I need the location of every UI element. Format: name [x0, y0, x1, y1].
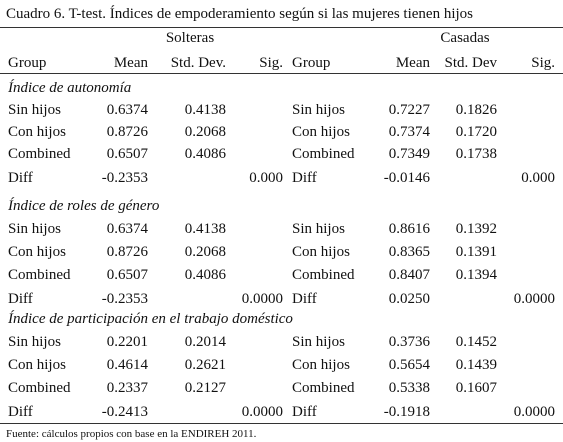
row-group: Combined [292, 380, 355, 396]
mean-cell: 0.2201 [106, 334, 148, 350]
sd-cell: 0.2068 [184, 244, 226, 260]
mean-cell: 0.8365 [388, 244, 430, 260]
row-group: Sin hijos [292, 102, 345, 118]
bottom-rule [0, 423, 563, 424]
row-group: Con hijos [8, 357, 66, 373]
row-group: Sin hijos [8, 334, 61, 350]
diff-group: Diff [292, 291, 317, 307]
column-header: Group [292, 55, 331, 71]
sd-cell: 0.1452 [455, 334, 497, 350]
sd-cell: 0.2127 [184, 380, 226, 396]
row-group: Con hijos [292, 244, 350, 260]
mean-cell: 0.6507 [106, 267, 148, 283]
mean-cell: 0.6507 [106, 146, 148, 162]
mean-cell: 0.6374 [106, 221, 148, 237]
diff-group: Diff [8, 291, 33, 307]
row-group: Combined [8, 146, 71, 162]
mean-cell: 0.4614 [106, 357, 148, 373]
sd-cell: 0.1391 [455, 244, 497, 260]
sig-cell: 0.0000 [513, 291, 555, 307]
sd-cell: 0.4138 [184, 102, 226, 118]
footnote: Fuente: cálculos propios con base en la … [6, 428, 257, 440]
row-group: Combined [8, 380, 71, 396]
mean-cell: 0.8616 [388, 221, 430, 237]
diff-mean: -0.2353 [101, 170, 148, 186]
sd-cell: 0.1394 [455, 267, 497, 283]
sd-cell: 0.1738 [455, 146, 497, 162]
sd-cell: 0.1392 [455, 221, 497, 237]
column-header: Std. Dev. [170, 55, 226, 71]
diff-mean: -0.1918 [383, 404, 430, 420]
sd-cell: 0.2068 [184, 124, 226, 140]
row-group: Combined [292, 146, 355, 162]
mean-cell: 0.7374 [388, 124, 430, 140]
sd-cell: 0.4086 [184, 146, 226, 162]
column-header: Group [8, 55, 47, 71]
row-group: Sin hijos [292, 221, 345, 237]
row-group: Con hijos [292, 357, 350, 373]
column-header: Std. Dev [444, 55, 498, 71]
sd-cell: 0.2621 [184, 357, 226, 373]
mean-cell: 0.8726 [106, 244, 148, 260]
mean-cell: 0.5654 [388, 357, 430, 373]
top-rule [0, 27, 563, 28]
section-title: Índice de participación en el trabajo do… [8, 311, 293, 327]
mean-cell: 0.7227 [388, 102, 430, 118]
section-title: Índice de autonomía [8, 80, 132, 96]
sd-cell: 0.2014 [184, 334, 226, 350]
mean-cell: 0.8726 [106, 124, 148, 140]
row-group: Sin hijos [8, 221, 61, 237]
diff-group: Diff [8, 404, 33, 420]
column-header: Sig. [531, 55, 555, 71]
sd-cell: 0.1720 [455, 124, 497, 140]
diff-group: Diff [8, 170, 33, 186]
column-header: Sig. [259, 55, 283, 71]
mean-cell: 0.6374 [106, 102, 148, 118]
sd-cell: 0.1607 [455, 380, 497, 396]
row-group: Combined [8, 267, 71, 283]
group-header: Casadas [440, 30, 490, 46]
row-group: Con hijos [292, 124, 350, 140]
header-rule [0, 73, 563, 74]
row-group: Combined [292, 267, 355, 283]
diff-mean: -0.2413 [101, 404, 148, 420]
sd-cell: 0.1439 [455, 357, 497, 373]
row-group: Con hijos [8, 244, 66, 260]
column-header: Mean [395, 55, 430, 71]
sig-cell: 0.0000 [241, 291, 283, 307]
sig-cell: 0.000 [249, 170, 283, 186]
row-group: Con hijos [8, 124, 66, 140]
diff-mean: -0.0146 [383, 170, 430, 186]
group-header: Solteras [165, 30, 215, 46]
sd-cell: 0.1826 [455, 102, 497, 118]
sig-cell: 0.0000 [513, 404, 555, 420]
mean-cell: 0.2337 [106, 380, 148, 396]
row-group: Sin hijos [292, 334, 345, 350]
mean-cell: 0.8407 [388, 267, 430, 283]
sd-cell: 0.4086 [184, 267, 226, 283]
section-title: Índice de roles de género [8, 198, 160, 214]
mean-cell: 0.5338 [388, 380, 430, 396]
row-group: Sin hijos [8, 102, 61, 118]
diff-mean: -0.2353 [101, 291, 148, 307]
column-header: Mean [113, 55, 148, 71]
sd-cell: 0.4138 [184, 221, 226, 237]
diff-mean: 0.0250 [388, 291, 430, 307]
table-title: Cuadro 6. T-test. Índices de empoderamie… [6, 6, 473, 22]
diff-group: Diff [292, 404, 317, 420]
mean-cell: 0.7349 [388, 146, 430, 162]
diff-group: Diff [292, 170, 317, 186]
sig-cell: 0.0000 [241, 404, 283, 420]
mean-cell: 0.3736 [388, 334, 430, 350]
sig-cell: 0.000 [521, 170, 555, 186]
